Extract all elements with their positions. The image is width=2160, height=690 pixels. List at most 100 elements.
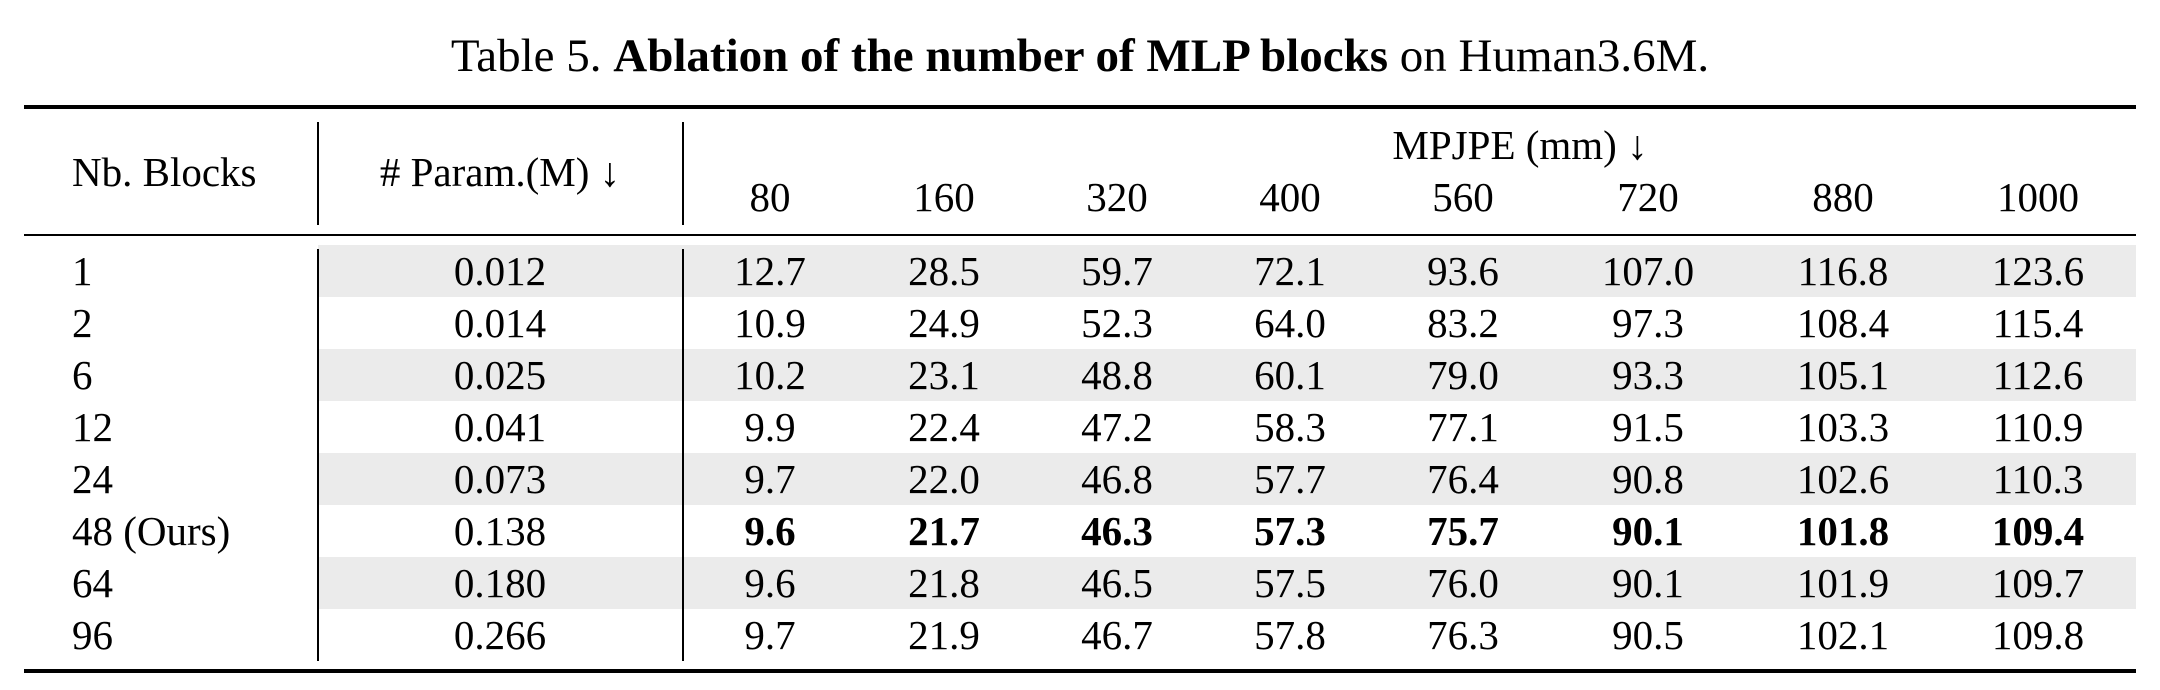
cell-nb-blocks: 24: [72, 456, 113, 502]
cell-params: 0.180: [453, 560, 547, 606]
cell-mpjpe-560: 76.0: [1427, 560, 1499, 606]
body-divider-left: [317, 249, 319, 661]
cell-mpjpe-880: 102.1: [1796, 612, 1890, 658]
cell-mpjpe-80: 9.6: [744, 560, 796, 606]
cell-mpjpe-720: 91.5: [1612, 404, 1684, 450]
cell-mpjpe-80: 9.7: [744, 612, 796, 658]
cell-mpjpe-320: 47.2: [1081, 404, 1153, 450]
bottom-rule: [24, 669, 2136, 673]
cell-nb-blocks: 12: [72, 404, 113, 450]
horizon-header-6: 880: [1812, 174, 1874, 220]
cell-mpjpe-880: 116.8: [1797, 248, 1889, 294]
header-mpjpe: MPJPE (mm) ↓: [1392, 122, 1648, 168]
cell-mpjpe-720: 97.3: [1612, 300, 1684, 346]
cell-mpjpe-80: 10.9: [734, 300, 806, 346]
horizon-header-3: 400: [1259, 174, 1321, 220]
cell-mpjpe-400: 58.3: [1254, 404, 1326, 450]
row-shading: [318, 453, 2136, 505]
cell-nb-blocks: 96: [72, 612, 113, 658]
cell-mpjpe-160: 22.0: [908, 456, 980, 502]
row-shading: [318, 245, 2136, 297]
cell-mpjpe-80: 9.6: [744, 508, 796, 554]
caption-bold-title: Ablation of the number of MLP blocks: [613, 30, 1388, 82]
header-rule: [24, 234, 2136, 236]
cell-nb-blocks: 1: [72, 248, 93, 294]
horizon-header-1: 160: [913, 174, 975, 220]
cell-mpjpe-400: 57.3: [1254, 508, 1326, 554]
cell-mpjpe-560: 77.1: [1427, 404, 1499, 450]
cell-mpjpe-320: 52.3: [1081, 300, 1153, 346]
header-nb-blocks: Nb. Blocks: [72, 149, 257, 195]
cell-mpjpe-400: 57.8: [1254, 612, 1326, 658]
horizon-header-4: 560: [1432, 174, 1494, 220]
cell-mpjpe-400: 72.1: [1254, 248, 1326, 294]
cell-mpjpe-720: 107.0: [1601, 248, 1695, 294]
body-divider-right: [682, 249, 684, 661]
cell-mpjpe-160: 23.1: [908, 352, 980, 398]
row-shading: [318, 557, 2136, 609]
cell-nb-blocks: 48 (Ours): [72, 508, 231, 554]
top-rule: [24, 105, 2136, 109]
cell-mpjpe-1000: 112.6: [1992, 352, 2084, 398]
header-divider-left: [317, 122, 319, 225]
cell-mpjpe-1000: 123.6: [1991, 248, 2085, 294]
row-shading: [318, 349, 2136, 401]
horizon-header-7: 1000: [1997, 174, 2079, 220]
cell-mpjpe-80: 10.2: [734, 352, 806, 398]
cell-nb-blocks: 6: [72, 352, 93, 398]
cell-params: 0.041: [453, 404, 547, 450]
horizon-header-0: 80: [749, 174, 791, 220]
cell-mpjpe-720: 90.1: [1612, 508, 1684, 554]
cell-mpjpe-320: 46.7: [1081, 612, 1153, 658]
cell-params: 0.014: [453, 300, 547, 346]
cell-mpjpe-400: 60.1: [1254, 352, 1326, 398]
cell-mpjpe-160: 21.8: [908, 560, 980, 606]
cell-params: 0.266: [453, 612, 547, 658]
header-divider-right: [682, 122, 684, 225]
cell-mpjpe-400: 57.5: [1254, 560, 1326, 606]
cell-mpjpe-320: 46.8: [1081, 456, 1153, 502]
header-params: # Param.(M) ↓: [379, 149, 621, 195]
cell-params: 0.025: [453, 352, 547, 398]
cell-mpjpe-720: 90.8: [1612, 456, 1684, 502]
cell-mpjpe-880: 101.8: [1796, 508, 1890, 554]
cell-mpjpe-880: 105.1: [1796, 352, 1890, 398]
cell-nb-blocks: 64: [72, 560, 113, 606]
cell-mpjpe-1000: 109.4: [1991, 508, 2085, 554]
cell-mpjpe-80: 12.7: [734, 248, 806, 294]
cell-mpjpe-160: 24.9: [908, 300, 980, 346]
cell-mpjpe-160: 21.9: [908, 612, 980, 658]
cell-params: 0.138: [453, 508, 547, 554]
cell-mpjpe-320: 59.7: [1081, 248, 1153, 294]
cell-mpjpe-880: 108.4: [1796, 300, 1890, 346]
cell-mpjpe-880: 103.3: [1796, 404, 1890, 450]
cell-mpjpe-720: 90.5: [1612, 612, 1684, 658]
cell-params: 0.073: [453, 456, 547, 502]
cell-mpjpe-80: 9.7: [744, 456, 796, 502]
cell-mpjpe-560: 75.7: [1427, 508, 1499, 554]
caption-suffix: on Human3.6M.: [1388, 30, 1710, 82]
cell-mpjpe-560: 93.6: [1427, 248, 1499, 294]
cell-mpjpe-160: 22.4: [908, 404, 980, 450]
cell-mpjpe-400: 57.7: [1254, 456, 1326, 502]
cell-mpjpe-320: 48.8: [1081, 352, 1153, 398]
cell-mpjpe-1000: 109.8: [1991, 612, 2085, 658]
cell-mpjpe-560: 76.3: [1427, 612, 1499, 658]
cell-mpjpe-1000: 115.4: [1992, 300, 2084, 346]
cell-mpjpe-720: 90.1: [1612, 560, 1684, 606]
cell-mpjpe-880: 101.9: [1796, 560, 1890, 606]
table-caption: Table 5. Ablation of the number of MLP b…: [0, 24, 2160, 88]
cell-params: 0.012: [453, 248, 547, 294]
horizon-header-5: 720: [1617, 174, 1679, 220]
cell-mpjpe-560: 79.0: [1427, 352, 1499, 398]
cell-mpjpe-400: 64.0: [1254, 300, 1326, 346]
caption-prefix: Table 5.: [450, 30, 614, 82]
cell-mpjpe-560: 83.2: [1427, 300, 1499, 346]
cell-mpjpe-720: 93.3: [1612, 352, 1684, 398]
cell-mpjpe-160: 21.7: [908, 508, 980, 554]
cell-nb-blocks: 2: [72, 300, 93, 346]
cell-mpjpe-1000: 109.7: [1991, 560, 2085, 606]
cell-mpjpe-880: 102.6: [1796, 456, 1890, 502]
cell-mpjpe-320: 46.5: [1081, 560, 1153, 606]
cell-mpjpe-160: 28.5: [908, 248, 980, 294]
